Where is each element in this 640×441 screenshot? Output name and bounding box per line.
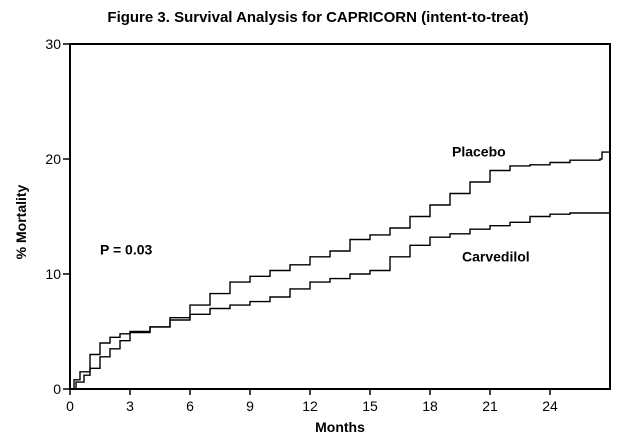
y-axis-ticks: 0 10 20 30	[45, 36, 70, 397]
x-tick-label-12: 12	[302, 398, 318, 414]
series-label-placebo: Placebo	[452, 144, 506, 160]
x-tick-label-0: 0	[66, 398, 74, 414]
x-tick-label-6: 6	[186, 398, 194, 414]
plot-frame	[69, 43, 611, 390]
y-tick-label-0: 0	[53, 381, 61, 397]
x-tick-label-3: 3	[126, 398, 134, 414]
series-label-carvedilol: Carvedilol	[462, 248, 530, 264]
y-axis-label: % Mortality	[13, 184, 29, 259]
y-tick-label-20: 20	[45, 151, 61, 167]
x-tick-label-18: 18	[422, 398, 438, 414]
series-line-placebo	[70, 151, 610, 390]
chart-title: Figure 3. Survival Analysis for CAPRICOR…	[107, 9, 528, 26]
x-axis-label: Months	[315, 419, 365, 435]
y-tick-label-10: 10	[45, 266, 61, 282]
y-tick-label-30: 30	[45, 36, 61, 52]
x-tick-label-9: 9	[246, 398, 254, 414]
annotation-layer: P = 0.03	[100, 242, 153, 258]
series-line-carvedilol	[70, 212, 610, 390]
x-axis-ticks: 0 3 6 9 12 15 18 21 24	[66, 389, 558, 414]
x-tick-label-15: 15	[362, 398, 378, 414]
annotation-p-value: P = 0.03	[100, 242, 153, 258]
series-layer: Placebo Carvedilol	[70, 144, 610, 390]
x-tick-label-24: 24	[542, 398, 558, 414]
x-tick-label-21: 21	[482, 398, 498, 414]
